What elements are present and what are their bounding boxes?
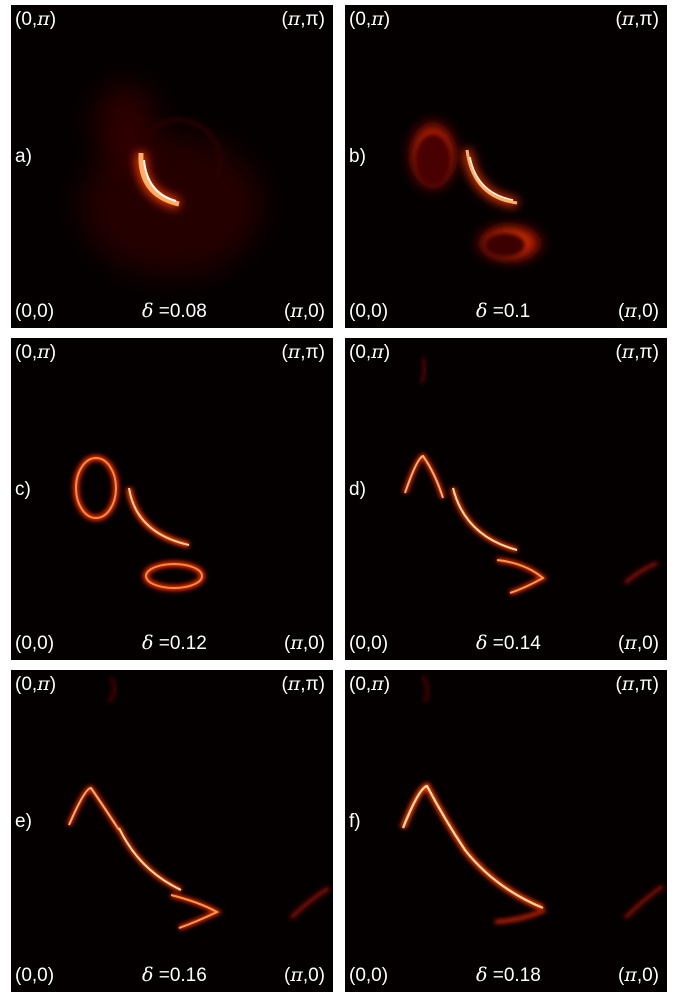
spectral-map-b [405, 115, 548, 265]
corner-label-bottom-left: (0,0) [15, 301, 55, 322]
corner-label-top-right: (π,π) [281, 341, 325, 363]
corner-label-top-left: (0,π) [349, 8, 391, 30]
spectral-map-c [73, 455, 205, 591]
corner-label-bottom-left: (0,0) [349, 633, 389, 654]
spectral-map-d [402, 357, 658, 596]
corner-label-bottom-left: (0,0) [349, 965, 389, 986]
corner-label-top-left: (0,π) [349, 341, 391, 363]
panel-tag: d) [349, 479, 366, 500]
panel-tag: f) [349, 811, 361, 832]
corner-label-top-right: (π,π) [281, 8, 325, 30]
doping-label: δ =0.14 [476, 632, 541, 654]
panel-e: (0,π) (π,π) e) (0,0) δ =0.16 (π,0) [11, 670, 333, 992]
corner-label-bottom-right: (π,0) [283, 632, 325, 654]
corner-label-top-left: (0,π) [349, 673, 391, 695]
panel-a: (0,π) (π,π) a) (0,0) δ =0.08 (π,0) [11, 5, 333, 328]
corner-label-top-right: (π,π) [615, 673, 659, 695]
spectral-map-e [66, 677, 331, 931]
corner-label-bottom-left: (0,0) [15, 965, 55, 986]
panel-d: (0,π) (π,π) d) (0,0) δ =0.14 (π,0) [345, 338, 667, 660]
doping-label: δ =0.1 [476, 300, 531, 322]
panel-tag: c) [15, 479, 31, 500]
corner-label-bottom-left: (0,0) [349, 301, 389, 322]
corner-label-bottom-left: (0,0) [15, 633, 55, 654]
doping-label: δ =0.08 [142, 300, 207, 322]
panel-tag: e) [15, 811, 32, 832]
corner-label-top-right: (π,π) [281, 673, 325, 695]
doping-label: δ =0.18 [476, 964, 541, 986]
panel-tag: b) [349, 146, 366, 167]
panel-c: (0,π) (π,π) c) (0,0) δ =0.12 (π,0) [11, 338, 333, 660]
corner-label-bottom-right: (π,0) [617, 964, 659, 986]
spectral-map-a [81, 85, 261, 275]
spectral-map-f [400, 675, 665, 924]
corner-label-top-right: (π,π) [615, 341, 659, 363]
corner-label-top-right: (π,π) [615, 8, 659, 30]
corner-label-bottom-right: (π,0) [617, 632, 659, 654]
corner-label-top-left: (0,π) [15, 673, 57, 695]
panel-b: (0,π) (π,π) b) (0,0) δ =0.1 (π,0) [345, 5, 667, 328]
corner-label-top-left: (0,π) [15, 8, 57, 30]
panel-tag: a) [15, 146, 32, 167]
corner-label-bottom-right: (π,0) [283, 300, 325, 322]
corner-label-bottom-right: (π,0) [617, 300, 659, 322]
corner-label-bottom-right: (π,0) [283, 964, 325, 986]
corner-label-top-left: (0,π) [15, 341, 57, 363]
doping-label: δ =0.12 [142, 632, 207, 654]
panel-f: (0,π) (π,π) f) (0,0) δ =0.18 (π,0) [345, 670, 667, 992]
doping-label: δ =0.16 [142, 964, 207, 986]
